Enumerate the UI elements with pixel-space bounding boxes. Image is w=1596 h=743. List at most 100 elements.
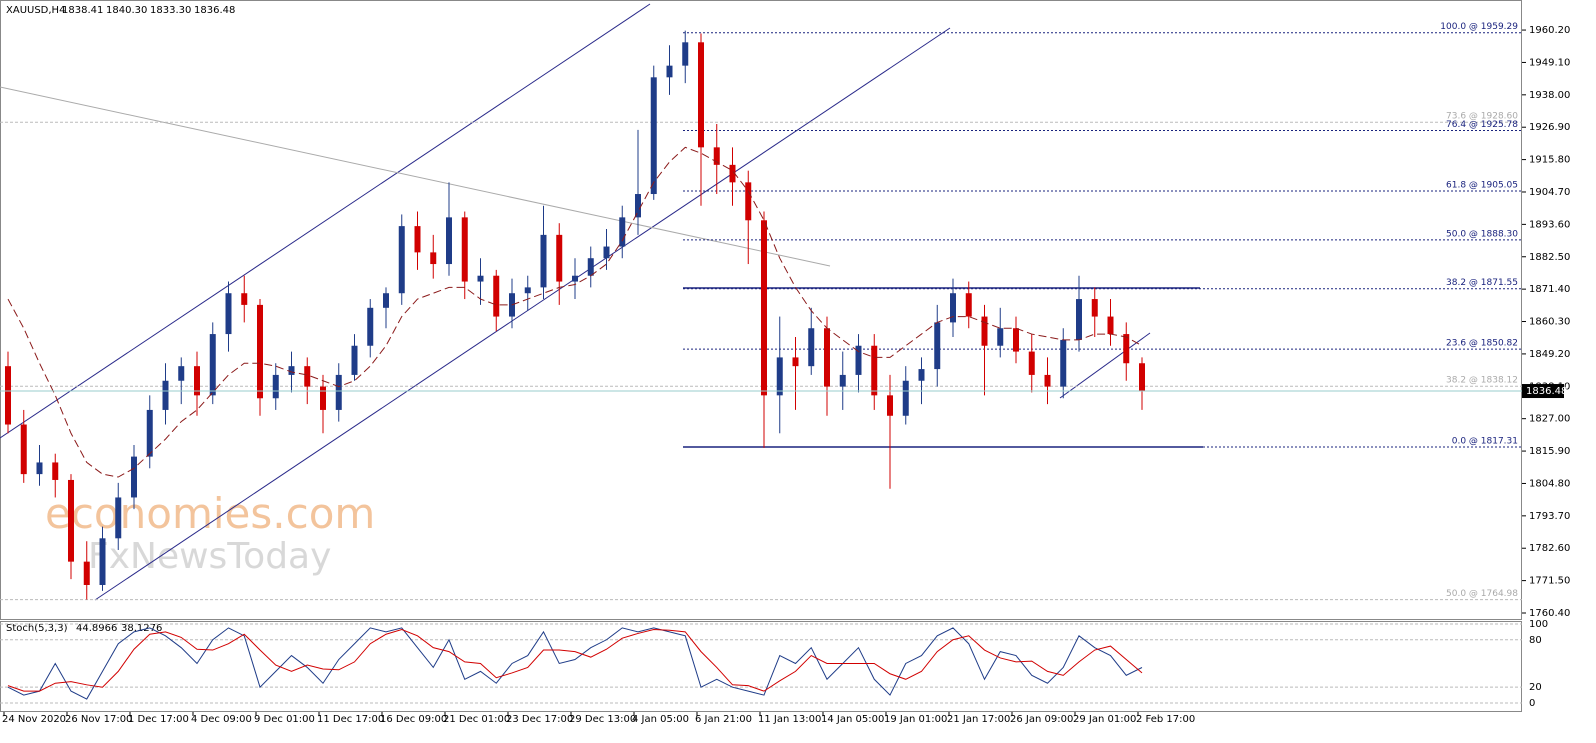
candle-body: [367, 307, 374, 346]
x-tick-label: 26 Nov 17:00: [65, 714, 132, 725]
candle-body: [524, 287, 531, 294]
candle-body: [761, 220, 767, 396]
candle-body: [619, 217, 626, 247]
fib-label: 38.2 @ 1871.55: [1446, 278, 1518, 288]
watermark: economies.com FxNewsToday: [45, 489, 375, 577]
candle-body: [871, 345, 878, 396]
candle-body: [650, 77, 657, 195]
candle-body: [414, 226, 421, 253]
candle-body: [1123, 334, 1130, 364]
candle-body: [666, 65, 673, 78]
candle-body: [209, 334, 216, 396]
y-tick-label: 1871.40: [1529, 284, 1570, 295]
fib-label: 73.6 @ 1928.60: [1446, 112, 1518, 122]
fib-label: 38.2 @ 1838.12: [1446, 376, 1518, 386]
candle-body: [887, 395, 893, 416]
candle-body: [729, 164, 736, 183]
header-value: 1833.30: [150, 5, 191, 16]
candle-body: [682, 42, 689, 66]
candle-body: [713, 147, 720, 165]
x-tick-label: 29 Jan 01:00: [1073, 714, 1136, 725]
x-tick-label: 21 Dec 01:00: [443, 714, 510, 725]
x-tick-label: 21 Jan 17:00: [947, 714, 1010, 725]
y-tick-label: 1960.20: [1529, 25, 1570, 36]
x-tick-label: 26 Jan 09:00: [1010, 714, 1073, 725]
last-price-label: 1836.48: [1526, 386, 1567, 397]
fib-label: 23.6 @ 1850.82: [1446, 339, 1518, 349]
candle-body: [194, 366, 200, 396]
x-tick-label: 14 Jan 05:00: [821, 714, 884, 725]
candle-body: [493, 275, 500, 317]
stoch-readout: 44.8966: [76, 623, 117, 634]
candle-body: [335, 374, 342, 410]
candle-body: [304, 366, 311, 387]
candle-body: [131, 456, 137, 498]
y-tick-label: 1760.40: [1529, 608, 1570, 619]
watermark-text: economies.com: [45, 489, 375, 538]
candle-body: [635, 194, 641, 218]
candle-body: [99, 538, 106, 585]
candle-body: [430, 252, 437, 265]
candle-body: [320, 386, 326, 410]
y-tick-label: 1827.00: [1529, 414, 1570, 425]
candle-body: [981, 316, 988, 346]
candle-body: [965, 293, 972, 317]
x-tick-label: 29 Dec 13:00: [569, 714, 636, 725]
y-tick-label: 1882.50: [1529, 252, 1570, 263]
candle-body: [808, 328, 815, 367]
x-tick-label: 16 Dec 09:00: [380, 714, 447, 725]
y-tick-label: 1793.70: [1529, 511, 1570, 522]
channel-line: [0, 3, 651, 439]
candle-body: [461, 217, 468, 282]
x-tick-label: 4 Jan 05:00: [632, 714, 689, 725]
fib-label: 0.0 @ 1817.31: [1452, 436, 1518, 446]
candle-body: [20, 424, 27, 475]
candle-body: [950, 293, 956, 323]
candle-body: [398, 226, 405, 294]
candle-body: [1028, 351, 1035, 375]
fib-label: 61.8 @ 1905.05: [1446, 180, 1518, 190]
candle-body: [918, 369, 925, 381]
header-value: 1838.41: [62, 5, 103, 16]
candle-body: [272, 374, 279, 399]
candle-body: [162, 380, 169, 410]
candle-body: [1013, 328, 1019, 352]
y-tick-label: 1804.80: [1529, 478, 1570, 489]
y-tick-label: 1771.50: [1529, 576, 1570, 587]
y-tick-label: 1860.30: [1529, 317, 1570, 328]
y-tick-label: 1915.80: [1529, 155, 1570, 166]
candle-body: [1044, 374, 1051, 387]
x-tick-label: 11 Dec 17:00: [317, 714, 384, 725]
y-tick-label: 1938.00: [1529, 90, 1570, 101]
candle-body: [257, 304, 263, 399]
header-value: 1836.48: [194, 5, 235, 16]
y-tick-label: 0: [1529, 698, 1535, 709]
x-tick-label: 11 Jan 13:00: [758, 714, 821, 725]
stoch-title: Stoch(5,3,3): [6, 623, 68, 634]
x-tick-label: 6 Jan 21:00: [695, 714, 752, 725]
candle-body: [36, 462, 43, 475]
trend-line: [1059, 332, 1151, 399]
candle-body: [351, 345, 358, 375]
y-tick-label: 1926.90: [1529, 122, 1570, 133]
candle-body: [587, 258, 594, 276]
watermark-text: FxNewsToday: [88, 536, 331, 577]
candle-body: [383, 293, 389, 308]
candle-body: [146, 409, 153, 457]
y-tick-label: 1815.90: [1529, 446, 1570, 457]
x-tick-label: 19 Jan 01:00: [884, 714, 947, 725]
x-tick-label: 2 Feb 17:00: [1136, 714, 1195, 725]
channel-line: [94, 27, 951, 601]
x-tick-label: 23 Dec 17:00: [506, 714, 573, 725]
candle-body: [1139, 363, 1145, 392]
candle-body: [52, 462, 59, 480]
candle-body: [855, 345, 862, 375]
fib-label: 50.0 @ 1888.30: [1446, 229, 1518, 239]
candle-body: [1107, 316, 1114, 335]
candle-body: [68, 479, 74, 562]
candle-body: [540, 234, 547, 288]
fib-label: 100.0 @ 1959.29: [1440, 22, 1518, 32]
y-tick-label: 20: [1529, 682, 1542, 693]
candle-body: [241, 293, 248, 305]
